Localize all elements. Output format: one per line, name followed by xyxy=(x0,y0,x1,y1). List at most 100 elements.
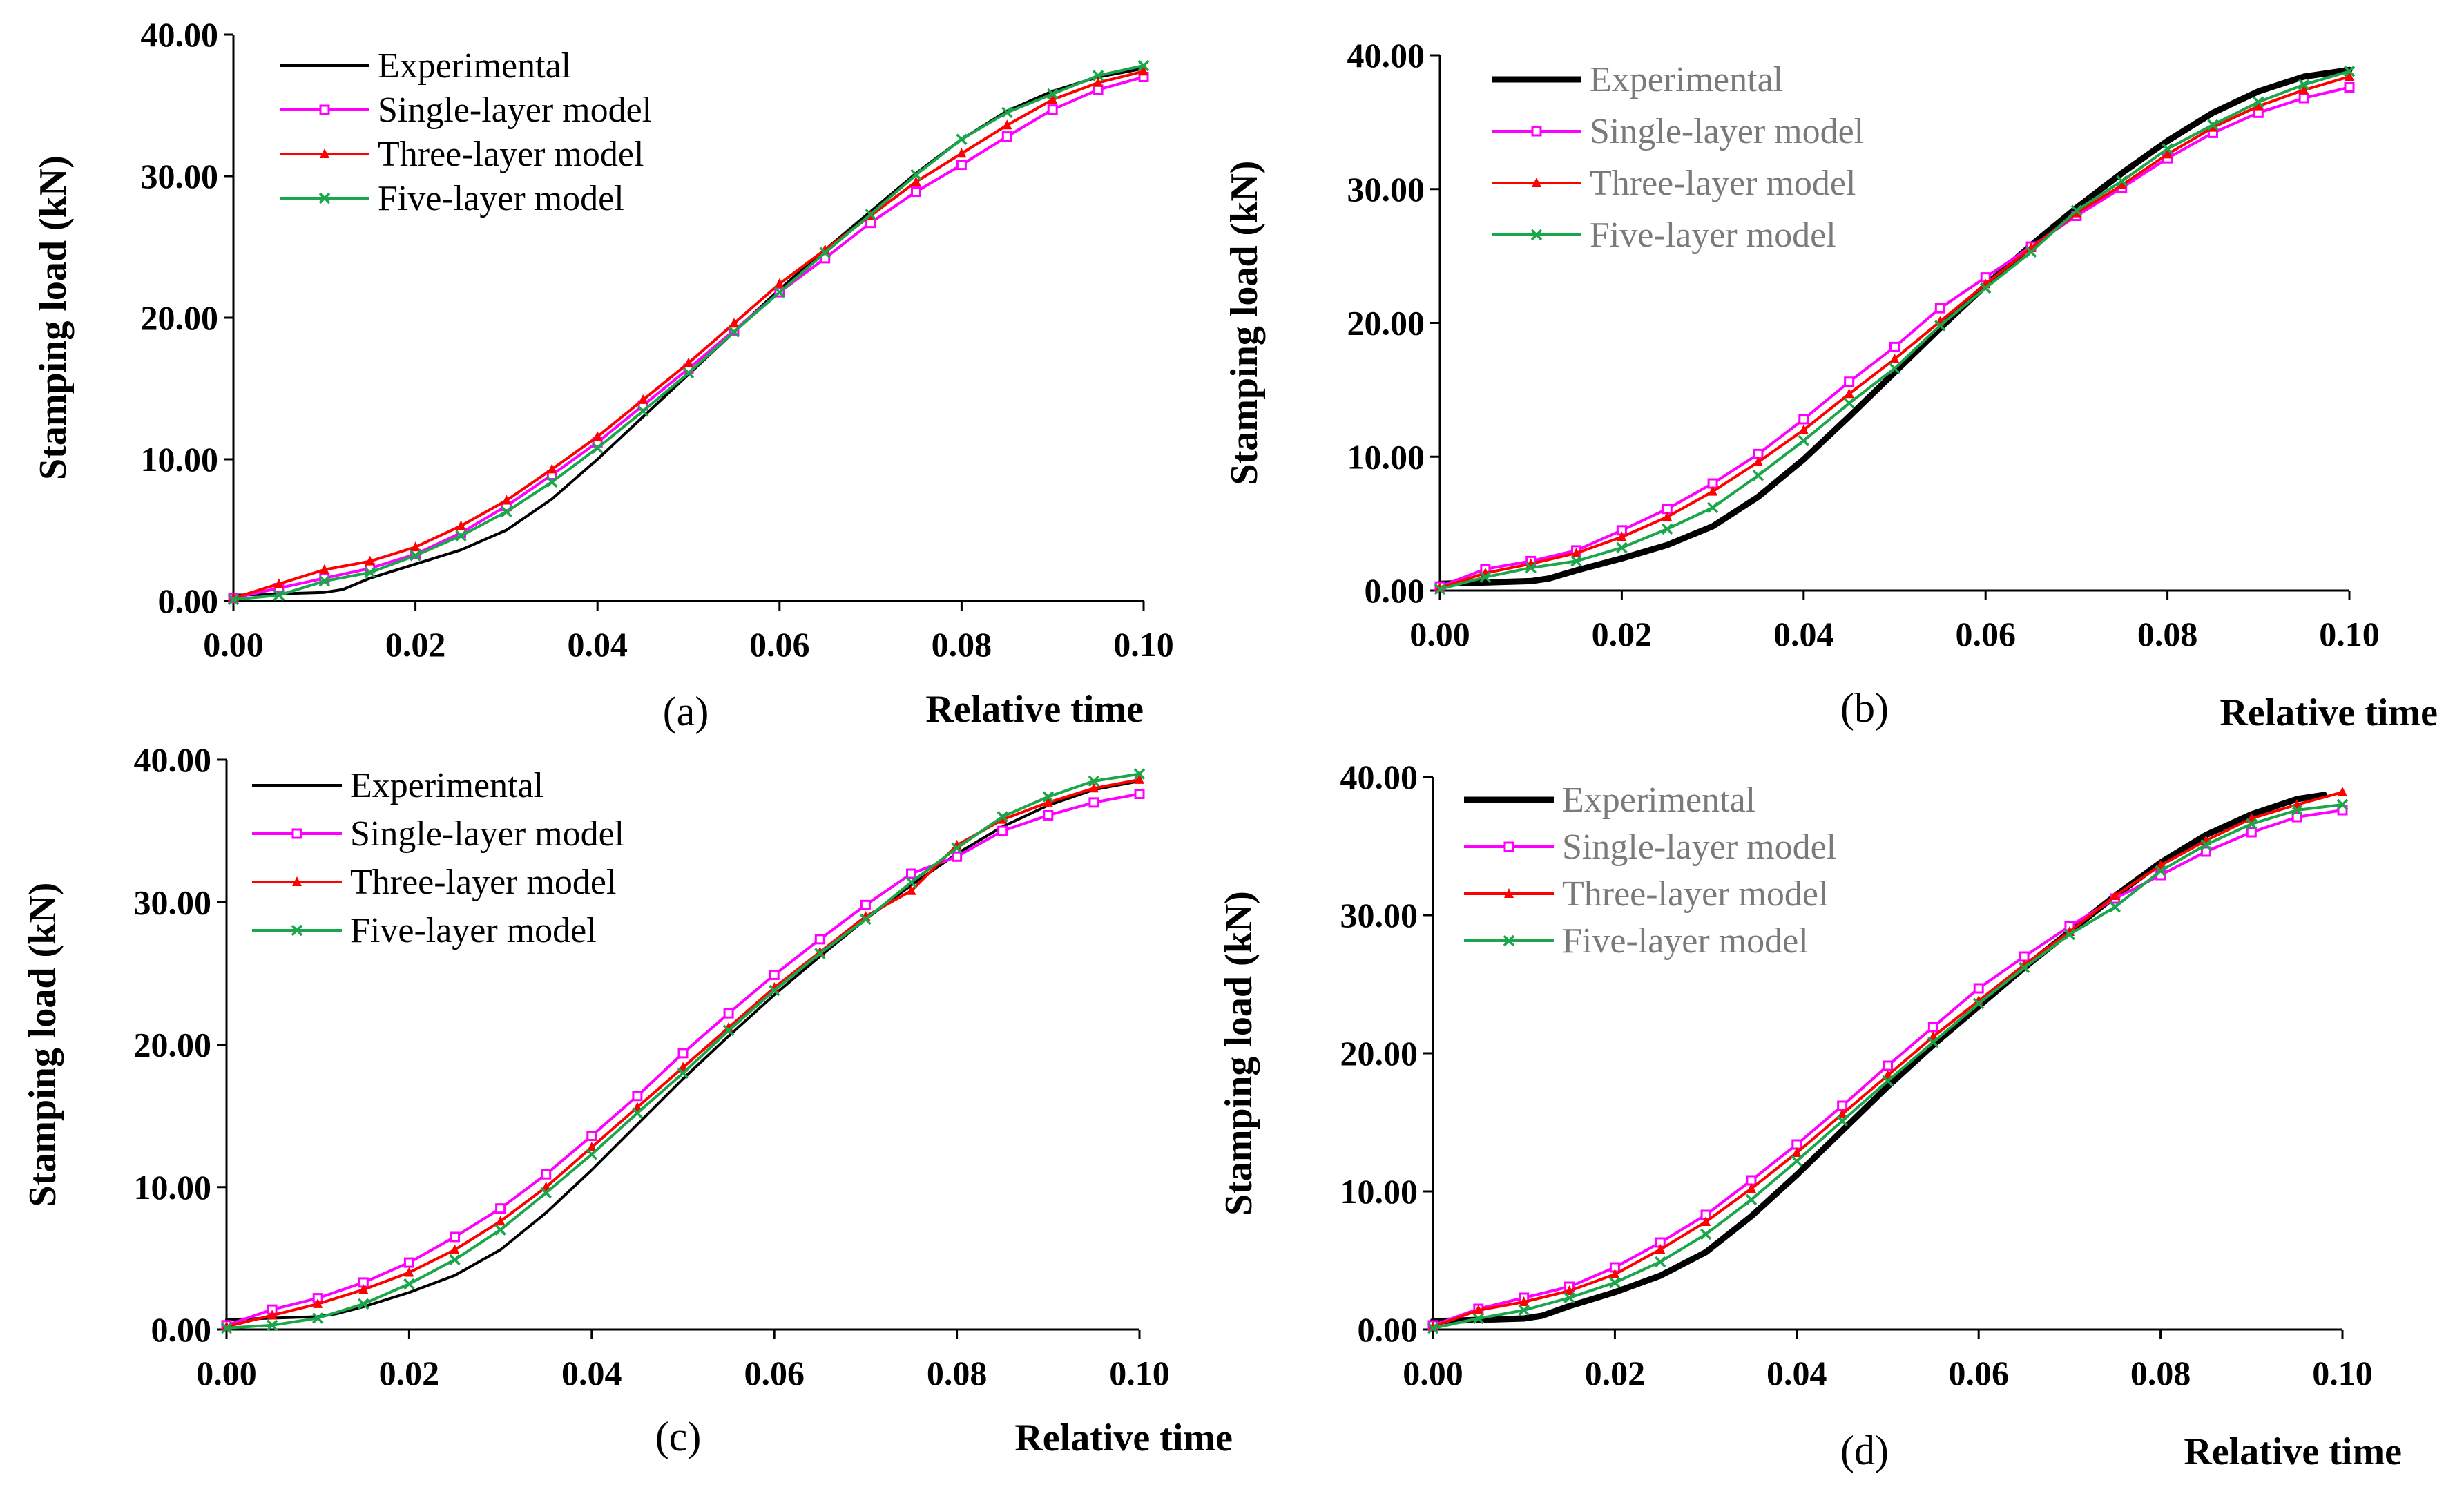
legend-marker-three xyxy=(292,876,302,886)
data-point-five xyxy=(1609,1276,1621,1289)
y-tick-label: 0.00 xyxy=(158,582,219,620)
legend-label-experimental: Experimental xyxy=(378,46,571,86)
data-point-three xyxy=(1135,774,1144,784)
data-point-three xyxy=(1655,1244,1666,1254)
data-point-three xyxy=(1564,1285,1575,1295)
legend-marker-single xyxy=(1503,841,1514,852)
data-point-single xyxy=(677,1048,689,1059)
panel-label: (a) xyxy=(663,689,709,734)
data-point-five xyxy=(768,984,780,997)
legend-marker-single xyxy=(291,828,302,839)
data-point-five xyxy=(358,1298,369,1310)
x-tick-label: 0.00 xyxy=(196,1354,257,1392)
data-point-five xyxy=(1836,1115,1848,1127)
data-point-five xyxy=(682,367,695,379)
x-tick-label: 0.02 xyxy=(1585,1354,1646,1392)
data-point-single xyxy=(2200,846,2211,857)
y-tick-label: 10.00 xyxy=(134,1168,212,1207)
data-point-five xyxy=(266,1319,278,1332)
data-point-three xyxy=(2299,84,2309,95)
x-tick-label: 0.06 xyxy=(749,625,810,664)
data-point-five xyxy=(1088,775,1100,787)
legend-marker-single xyxy=(1531,126,1542,137)
legend-marker-five xyxy=(318,192,331,204)
data-point-single xyxy=(495,1203,506,1214)
data-point-three xyxy=(1791,1147,1802,1157)
data-point-five xyxy=(1934,320,1946,332)
data-point-five xyxy=(1889,363,1900,374)
series-line-experimental xyxy=(1430,792,2328,1325)
data-point-three xyxy=(1889,353,1900,363)
x-axis-label: Relative time xyxy=(2184,1430,2402,1473)
data-point-five xyxy=(1843,397,1855,409)
data-point-single xyxy=(1043,809,1054,821)
data-point-single xyxy=(2298,93,2309,104)
data-point-three xyxy=(2345,71,2354,81)
data-point-single xyxy=(1798,414,1809,425)
data-point-five xyxy=(2291,804,2303,816)
data-point-three xyxy=(267,1310,278,1320)
data-point-five xyxy=(1700,1228,1712,1240)
data-point-five xyxy=(2336,798,2349,811)
legend-marker-three xyxy=(320,148,329,158)
legend-marker-five xyxy=(1503,934,1515,947)
y-tick-label: 10.00 xyxy=(1347,437,1425,476)
data-point-five xyxy=(2116,175,2128,187)
data-point-three xyxy=(638,394,648,404)
data-point-single xyxy=(956,160,967,171)
x-tick-label: 0.10 xyxy=(1113,625,1174,664)
data-point-five xyxy=(773,286,786,298)
data-point-five xyxy=(1042,791,1055,803)
data-point-three xyxy=(1519,1296,1529,1306)
data-point-five xyxy=(1137,59,1150,72)
data-point-five xyxy=(546,476,558,488)
data-point-five xyxy=(2018,961,2030,974)
data-point-five xyxy=(1616,541,1628,554)
data-point-three xyxy=(501,495,512,505)
data-point-three xyxy=(273,578,284,588)
x-tick-label: 0.00 xyxy=(1409,615,1470,653)
panel-label: (c) xyxy=(655,1414,702,1459)
data-point-five xyxy=(1001,106,1013,118)
data-point-single xyxy=(865,218,876,229)
chart-panel-b: 0.00 10.00 20.00 30.00 40.00 0.00 0.02 0.04 0.06… xyxy=(1223,36,2438,734)
data-point-five xyxy=(540,1187,552,1199)
data-point-three xyxy=(1093,77,1104,87)
legend-label-five: Five-layer model xyxy=(350,911,597,950)
x-tick-label: 0.08 xyxy=(2130,1354,2191,1392)
data-point-single xyxy=(1134,789,1145,799)
legend: Experimental Single-layer model Three-laye… xyxy=(1464,780,1836,961)
data-point-three xyxy=(1473,1305,1483,1314)
y-axis-label: Stamping load (kN) xyxy=(1223,161,1266,486)
data-point-three xyxy=(1753,457,1763,466)
data-point-five xyxy=(1798,434,1810,447)
x-axis-label: Relative time xyxy=(2220,691,2438,734)
y-axis-label: Stamping load (kN) xyxy=(1217,891,1260,1216)
data-point-single xyxy=(1883,1060,1893,1071)
x-tick-label: 0.02 xyxy=(385,625,446,664)
legend-label-experimental: Experimental xyxy=(350,766,543,805)
data-point-three xyxy=(684,357,693,367)
legend-label-three: Three-layer model xyxy=(1590,164,1856,203)
data-point-five xyxy=(2298,79,2310,90)
data-point-three xyxy=(2338,787,2347,796)
data-point-three xyxy=(956,148,967,158)
data-point-five xyxy=(677,1067,689,1079)
data-point-five xyxy=(1791,1155,1803,1167)
x-tick-label: 0.06 xyxy=(744,1354,805,1392)
data-point-single xyxy=(1927,1022,1938,1033)
data-point-three xyxy=(2208,122,2218,132)
x-axis-label: Relative time xyxy=(1014,1417,1233,1459)
legend-label-single: Single-layer model xyxy=(378,90,652,130)
series-five xyxy=(220,768,1146,1334)
data-point-five xyxy=(1927,1036,1939,1048)
data-point-three xyxy=(1048,94,1058,104)
x-tick-label: 0.04 xyxy=(1767,1354,1827,1392)
data-point-five xyxy=(403,1278,415,1290)
panel-label: (b) xyxy=(1840,685,1889,731)
x-axis-label: Relative time xyxy=(925,688,1144,731)
data-point-five xyxy=(1706,501,1719,514)
data-point-three xyxy=(1043,796,1053,807)
chart-panel-d: 0.00 10.00 20.00 30.00 40.00 0.00 0.02 0.04 0.06… xyxy=(1217,758,2402,1473)
